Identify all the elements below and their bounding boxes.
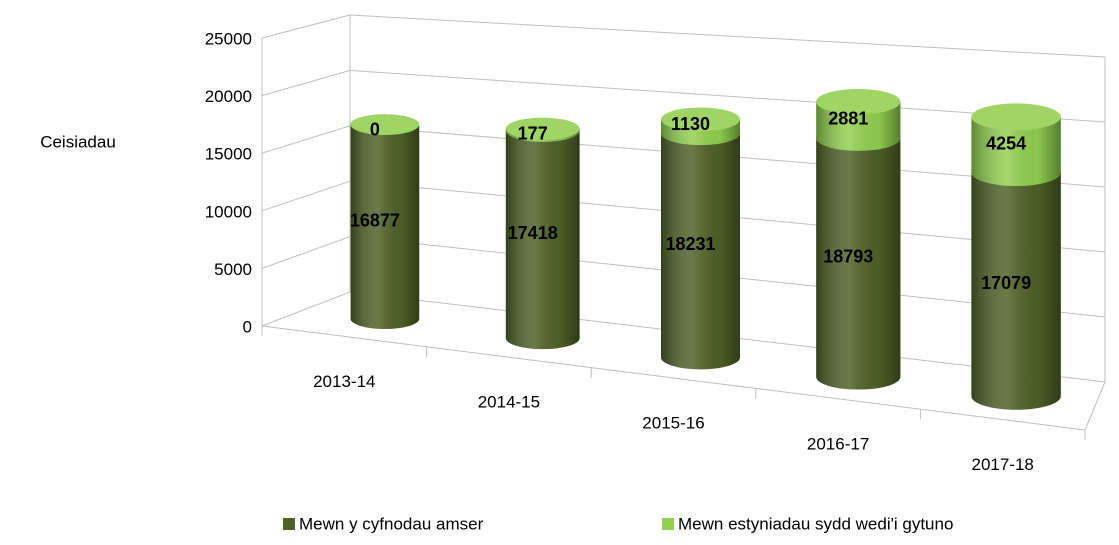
value-label: 2881 xyxy=(828,109,868,129)
bar-top xyxy=(350,114,420,135)
x-tick-label: 2014-15 xyxy=(478,393,540,412)
axis-line xyxy=(1084,381,1106,431)
y-tick-label: 5000 xyxy=(214,260,252,279)
bar-top-highlight xyxy=(350,114,420,135)
x-tick-label: 2013-14 xyxy=(313,372,375,391)
bar-top xyxy=(971,103,1061,131)
y-axis-label: Ceisiadau xyxy=(40,132,116,151)
bar-shade xyxy=(971,172,1061,410)
value-label: 1130 xyxy=(671,114,710,134)
value-label: 16877 xyxy=(350,210,400,230)
bar-shade xyxy=(816,101,901,151)
x-tick-label: 2017-18 xyxy=(972,455,1034,474)
legend-label: Mewn estyniadau sydd wedi'i gytuno xyxy=(678,514,953,533)
legend-swatch xyxy=(283,518,295,530)
x-tick-label: 2015-16 xyxy=(642,413,704,432)
bar-top-highlight xyxy=(661,107,740,132)
value-label: 18793 xyxy=(823,246,873,266)
y-tick-label: 20000 xyxy=(205,87,252,106)
y-tick-label: 15000 xyxy=(205,145,252,164)
grid-line xyxy=(261,14,1106,58)
y-tick-label: 10000 xyxy=(205,202,252,221)
bar-top-highlight xyxy=(816,89,901,115)
axis-line xyxy=(261,325,1086,431)
value-label: 17418 xyxy=(508,223,558,243)
y-tick-label: 25000 xyxy=(205,29,252,48)
value-label: 4254 xyxy=(986,133,1026,153)
bar-shade xyxy=(661,133,740,370)
bar-shade xyxy=(350,124,420,329)
x-tick-label: 2016-17 xyxy=(807,434,869,453)
bar-top-highlight xyxy=(505,117,580,140)
legend-swatch xyxy=(662,518,674,530)
legend-label: Mewn y cyfnodau amser xyxy=(299,514,484,533)
value-label: 177 xyxy=(518,123,548,143)
bar-top xyxy=(661,107,740,132)
value-label: 0 xyxy=(370,119,380,139)
value-label: 17079 xyxy=(981,273,1031,293)
value-label: 18231 xyxy=(665,234,715,254)
bar-top xyxy=(505,117,580,140)
bar-shade xyxy=(971,116,1061,186)
bar-top xyxy=(816,89,901,115)
bar-shade xyxy=(505,130,580,350)
bar-shade xyxy=(816,138,901,390)
bar-top-highlight xyxy=(971,103,1061,131)
y-tick-label: 0 xyxy=(243,317,252,336)
